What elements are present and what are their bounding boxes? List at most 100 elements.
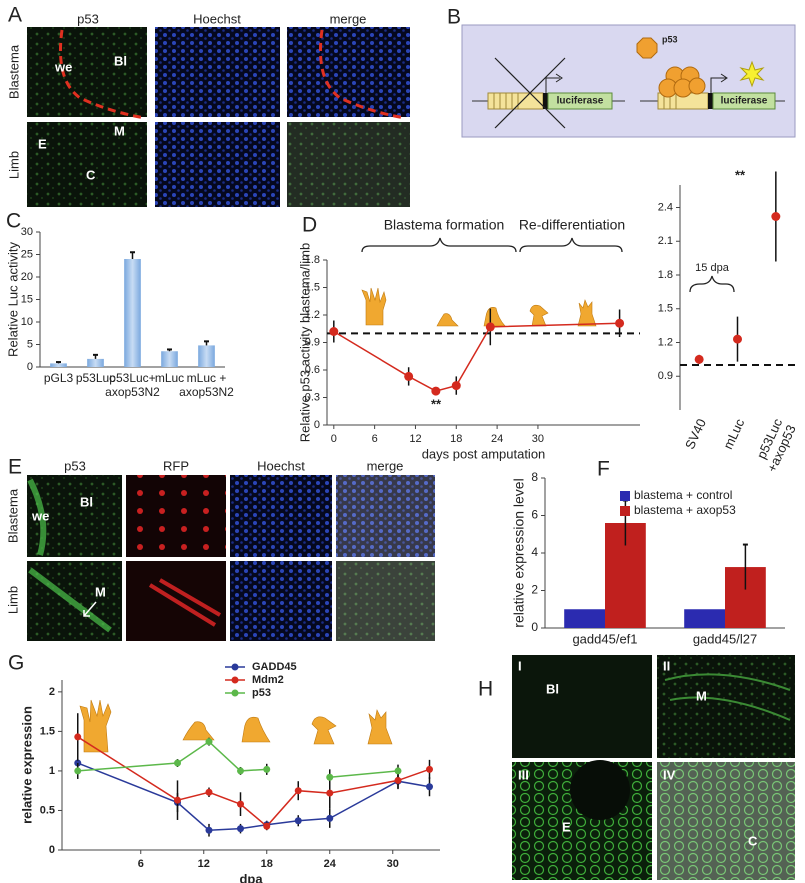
panel-label: F	[597, 458, 610, 481]
micrograph	[336, 475, 435, 557]
panel-b: luciferase luciferase p53	[461, 24, 796, 138]
point	[615, 318, 625, 328]
micrograph	[657, 762, 795, 880]
point	[426, 783, 433, 791]
point	[174, 796, 181, 804]
row-header: Limb	[6, 151, 21, 179]
y-axis-label: relative expression level	[511, 478, 527, 627]
x-tick-label: mLuc + axop53N2	[179, 371, 234, 399]
brace	[689, 275, 735, 293]
panel-label: A	[8, 4, 22, 27]
x-axis-label: dpa	[239, 871, 263, 883]
annotation: Blastema formation	[384, 217, 505, 233]
x-tick-label: 30	[532, 433, 544, 445]
annotation: we	[31, 508, 49, 523]
y-tick-label: 1.5	[40, 725, 55, 737]
arrow	[710, 73, 728, 93]
reporter-box	[712, 92, 776, 110]
p53-tetramer	[658, 66, 706, 98]
annotation: C	[86, 167, 96, 182]
panel-label: B	[447, 6, 461, 29]
panel-a: p53 Hoechst merge Blastema Limb we Bl E …	[6, 11, 410, 207]
y-tick-label: 15	[21, 293, 33, 305]
response-element	[543, 93, 548, 109]
point	[237, 800, 244, 808]
limb-icons	[361, 287, 597, 327]
y-tick-label: 0	[27, 361, 33, 373]
legend-swatch	[620, 491, 630, 501]
dark-region	[570, 760, 630, 820]
y-tick-label: 5	[27, 338, 33, 350]
y-axis-label: Relative Luc activity	[5, 242, 20, 357]
y-tick-label: 0	[531, 620, 538, 634]
arrow	[83, 601, 97, 617]
annotation: E	[38, 136, 47, 151]
limb-icons	[79, 699, 393, 753]
point	[294, 817, 302, 825]
annotation: Re-differentiation	[519, 217, 625, 233]
micrograph	[126, 475, 226, 557]
arrow	[555, 73, 563, 83]
x-tick-label: 30	[387, 858, 399, 870]
significance: **	[431, 396, 442, 411]
bar	[564, 609, 605, 628]
response-element	[708, 93, 713, 109]
p53-protein	[636, 37, 658, 59]
y-tick-label: 1.5	[305, 281, 320, 293]
annotation: Bl	[114, 53, 127, 68]
y-tick-label: 2.1	[658, 235, 673, 247]
point	[326, 789, 334, 797]
micrograph	[155, 27, 280, 117]
legend-marker	[231, 689, 239, 697]
reporter-label: luciferase	[557, 96, 604, 107]
micrograph	[657, 655, 795, 758]
legend-label: p53	[252, 687, 271, 699]
series-line	[77, 736, 430, 828]
y-tick-label: 0.6	[305, 364, 320, 376]
annotation: we	[54, 59, 72, 74]
x-tick-label: SV40	[682, 416, 709, 451]
point	[326, 814, 334, 822]
column-header: merge	[330, 11, 367, 26]
y-tick-label: 0.9	[658, 370, 673, 382]
y-tick-label: 1.5	[658, 303, 673, 315]
epidermis-signal	[27, 478, 112, 633]
x-tick-label: 18	[261, 858, 273, 870]
y-tick-label: 6	[531, 508, 538, 522]
brace	[361, 237, 517, 253]
micrograph	[27, 122, 147, 207]
significance: **	[735, 167, 746, 182]
legend-label: blastema + axop53	[634, 503, 736, 517]
panel-label: E	[8, 456, 22, 479]
y-tick-label: 0	[314, 419, 320, 431]
diagram-box	[461, 24, 796, 138]
boundary	[58, 29, 146, 120]
panel-label: G	[8, 652, 24, 675]
column-header: merge	[367, 458, 404, 473]
point	[733, 334, 742, 344]
subpanel-label: I	[518, 658, 522, 673]
column-header: RFP	[163, 458, 189, 473]
point	[237, 767, 244, 775]
x-tick-label: 0	[331, 433, 337, 445]
panel-label: D	[302, 214, 317, 237]
annotation: E	[562, 819, 571, 834]
annotation: Bl	[80, 494, 93, 509]
x-tick-label: gadd45/l27	[693, 631, 757, 646]
micrograph	[512, 655, 652, 758]
x-tick-label: mLuc	[155, 371, 184, 385]
annotation: M	[95, 584, 106, 599]
y-tick-label: 0	[49, 844, 55, 856]
x-tick-label: pGL3	[44, 371, 74, 385]
x-tick-label: 12	[198, 858, 210, 870]
brace	[519, 237, 623, 253]
reporter-box	[547, 92, 613, 110]
point	[426, 765, 433, 773]
y-tick-label: 1.8	[658, 269, 673, 281]
bar	[124, 259, 141, 367]
x-tick-label: 6	[138, 858, 144, 870]
bar	[50, 363, 67, 367]
x-tick-label: gadd45/ef1	[572, 631, 637, 646]
point	[485, 322, 495, 332]
